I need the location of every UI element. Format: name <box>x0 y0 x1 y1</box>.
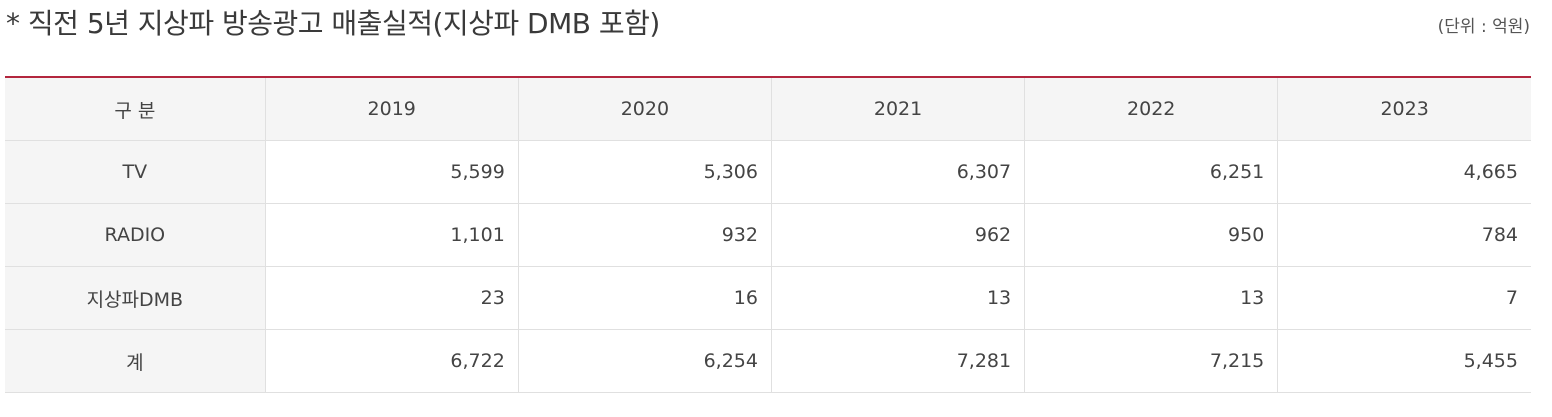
table-cell: 6,307 <box>770 140 1025 204</box>
column-header-2023: 2023 <box>1277 77 1531 141</box>
table-cell: 784 <box>1277 203 1531 267</box>
table-cell: 5,306 <box>517 140 772 204</box>
table-cell: 932 <box>517 203 772 267</box>
table-cell: 6,251 <box>1024 140 1278 204</box>
table-cell: 6,722 <box>264 329 519 393</box>
table-cell: 16 <box>517 266 772 330</box>
unit-label: (단위 : 억원) <box>1437 17 1530 37</box>
table-cell: 962 <box>770 203 1025 267</box>
table-row: 계 6,722 6,254 7,281 7,215 5,455 <box>5 329 1531 393</box>
table-cell: 950 <box>1024 203 1278 267</box>
column-header-2020: 2020 <box>518 77 772 141</box>
column-header-2021: 2021 <box>771 77 1026 141</box>
table-cell: 13 <box>1024 266 1278 330</box>
table-row: RADIO 1,101 932 962 950 784 <box>5 203 1531 267</box>
table-cell: 7 <box>1277 266 1531 330</box>
row-label-total: 계 <box>5 329 266 393</box>
row-label-radio: RADIO <box>5 203 266 267</box>
row-label-dmb: 지상파DMB <box>5 266 266 330</box>
table-cell: 23 <box>264 266 519 330</box>
table-cell: 5,599 <box>264 140 519 204</box>
table-cell: 1,101 <box>264 203 519 267</box>
row-label-tv: TV <box>5 140 266 204</box>
table-cell: 5,455 <box>1277 329 1531 393</box>
sales-table: 구 분 2019 2020 2021 2022 2023 TV 5,599 5,… <box>5 76 1531 393</box>
table-row: 지상파DMB 23 16 13 13 7 <box>5 266 1531 330</box>
column-header-2022: 2022 <box>1024 77 1279 141</box>
table-cell: 7,215 <box>1024 329 1278 393</box>
table-row: TV 5,599 5,306 6,307 6,251 4,665 <box>5 140 1531 204</box>
table-cell: 13 <box>770 266 1025 330</box>
table-header: 구 분 2019 2020 2021 2022 2023 <box>5 77 1531 141</box>
column-header-2019: 2019 <box>265 77 519 141</box>
table-body: TV 5,599 5,306 6,307 6,251 4,665 RADIO 1… <box>5 140 1531 393</box>
table-cell: 6,254 <box>517 329 772 393</box>
sales-table-container: 구 분 2019 2020 2021 2022 2023 TV 5,599 5,… <box>5 76 1531 393</box>
header-row: 구 분 2019 2020 2021 2022 2023 <box>5 77 1531 141</box>
page-title: * 직전 5년 지상파 방송광고 매출실적(지상파 DMB 포함) <box>6 7 660 40</box>
column-header-category: 구 분 <box>5 77 266 141</box>
table-cell: 4,665 <box>1277 140 1531 204</box>
table-cell: 7,281 <box>770 329 1025 393</box>
